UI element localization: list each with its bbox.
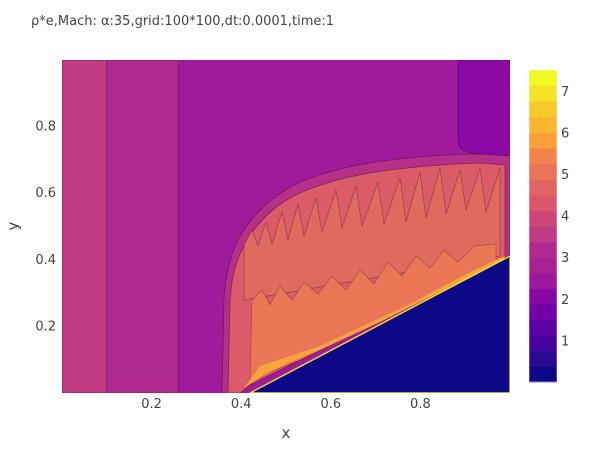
colorbar-segment: [529, 86, 557, 102]
colorbar-segment: [529, 273, 557, 289]
y-tick-label: 0.2: [35, 319, 56, 334]
colorbar-tick-label: 4: [561, 210, 569, 225]
colorbar-segment: [529, 117, 557, 133]
x-tick-label: 0.4: [231, 397, 252, 412]
colorbar-segment: [529, 366, 557, 382]
colorbar-segment: [529, 242, 557, 258]
x-tick-label: 0.8: [410, 397, 431, 412]
colorbar-tick-label: 3: [561, 251, 569, 266]
region-upper-right-pocket: [458, 60, 510, 158]
x-tick-label: 0.6: [320, 397, 341, 412]
x-tick-labels: 0.2 0.4 0.6 0.8: [141, 397, 430, 412]
colorbar-segment: [529, 257, 557, 273]
y-axis-title: y: [4, 221, 22, 230]
colorbar-tick-label: 5: [561, 168, 569, 183]
colorbar-segment: [529, 195, 557, 211]
colorbar-segment: [529, 304, 557, 320]
x-tick-label: 0.2: [141, 397, 162, 412]
y-tick-label: 0.8: [35, 120, 56, 135]
colorbar-tick-labels: 1 2 3 4 5 6 7: [561, 85, 569, 350]
colorbar-segment: [529, 179, 557, 195]
colorbar-tick-label: 1: [561, 334, 569, 349]
colorbar-segment: [529, 288, 557, 304]
colorbar-segment: [529, 351, 557, 367]
colorbar-segment: [529, 132, 557, 148]
colorbar-tick-label: 7: [561, 85, 569, 100]
colorbar-segment: [529, 70, 557, 86]
colorbar[interactable]: [529, 70, 557, 383]
colorbar-segment: [529, 320, 557, 336]
y-tick-labels: 0.2 0.4 0.6 0.8: [35, 120, 56, 335]
colorbar-tick-label: 2: [561, 293, 569, 308]
colorbar-segment: [529, 210, 557, 226]
colorbar-segment: [529, 226, 557, 242]
contour-layers: [62, 60, 510, 393]
colorbar-segment: [529, 148, 557, 164]
x-axis-title: x: [282, 424, 291, 442]
colorbar-segment: [529, 101, 557, 117]
region-second-band: [107, 60, 178, 393]
colorbar-segment: [529, 335, 557, 351]
colorbar-tick-label: 6: [561, 126, 569, 141]
colorbar-segment: [529, 164, 557, 180]
y-tick-label: 0.6: [35, 186, 56, 201]
y-tick-label: 0.4: [35, 253, 56, 268]
region-far-left-band: [62, 60, 107, 393]
